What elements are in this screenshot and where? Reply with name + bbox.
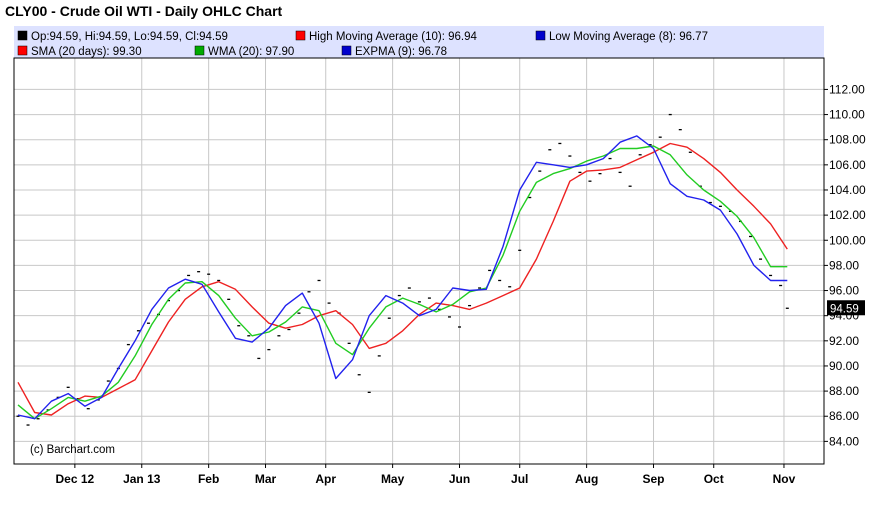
- plot-area: [13, 57, 825, 465]
- y-tick-label: 112.00: [829, 82, 865, 96]
- credit-text: (c) Barchart.com: [30, 444, 115, 456]
- legend-swatch: [17, 30, 28, 41]
- legend-swatch: [194, 45, 205, 56]
- y-tick-label: 86.00: [829, 409, 859, 423]
- y-tick-label: 96.00: [829, 284, 859, 298]
- y-tick-label: 108.00: [829, 133, 866, 147]
- legend-label: WMA (20): 97.90: [208, 46, 294, 58]
- y-tick-label: 84.00: [829, 434, 859, 448]
- legend-swatch: [17, 45, 28, 56]
- legend-label: SMA (20 days): 99.30: [31, 46, 142, 58]
- x-tick-label: Jan 13: [123, 472, 161, 486]
- y-tick-label: 100.00: [829, 233, 866, 247]
- y-tick-label: 98.00: [829, 258, 859, 272]
- last-value-background: [827, 300, 865, 316]
- x-tick-label: Aug: [575, 472, 598, 486]
- x-tick-label: Dec 12: [56, 472, 95, 486]
- y-tick-label: 92.00: [829, 334, 859, 348]
- x-tick-label: Feb: [198, 472, 219, 486]
- legend-background: [14, 26, 824, 58]
- x-tick-label: Apr: [315, 472, 336, 486]
- legend-swatch: [341, 45, 352, 56]
- y-tick-label: 90.00: [829, 359, 859, 373]
- x-tick-label: May: [381, 472, 405, 486]
- plot-border: [13, 57, 825, 465]
- series-line-wma: [17, 145, 788, 420]
- y-tick-label: 102.00: [829, 208, 866, 222]
- x-tick-label: Jun: [449, 472, 470, 486]
- x-tick-label: Mar: [255, 472, 277, 486]
- x-tick-label: Nov: [773, 472, 796, 486]
- legend-label: Low Moving Average (8): 96.77: [549, 31, 708, 43]
- last-value-label: 94.59: [827, 300, 865, 316]
- y-tick-label: 104.00: [829, 183, 866, 197]
- legend-panel: Op:94.59, Hi:94.59, Lo:94.59, Cl:94.59 Hi…: [14, 26, 824, 58]
- legend-label: High Moving Average (10): 96.94: [309, 31, 478, 43]
- x-tick-label: Jul: [511, 472, 528, 486]
- legend-label: EXPMA (9): 96.78: [355, 46, 447, 58]
- legend-swatch: [535, 30, 546, 41]
- legend-swatch: [295, 30, 306, 41]
- y-tick-label: 88.00: [829, 384, 859, 398]
- last-value-text: 94.59: [830, 303, 859, 315]
- legend-label: Op:94.59, Hi:94.59, Lo:94.59, Cl:94.59: [31, 31, 228, 43]
- x-tick-label: Sep: [643, 472, 665, 486]
- y-tick-label: 110.00: [829, 108, 865, 122]
- chart-title: CLY00 - Crude Oil WTI - Daily OHLC Chart: [5, 3, 283, 19]
- y-tick-label: 106.00: [829, 158, 866, 172]
- x-tick-label: Oct: [704, 472, 724, 486]
- series-line-expma: [17, 135, 788, 420]
